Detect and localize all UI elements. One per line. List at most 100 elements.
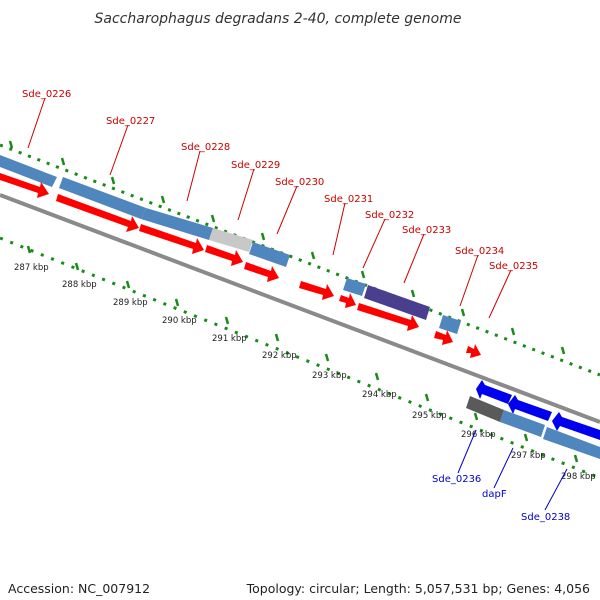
inner-major-tick [573,454,579,463]
label-leader-line [488,269,512,319]
label-leader-line [457,429,477,474]
tick-label: 287 kbp [14,263,49,273]
cds-arrow-sde0238[interactable] [552,412,600,440]
topology-text: Topology: circular; Length: 5,057,531 bp… [246,581,590,596]
gene-block-bottom-sde0236[interactable] [466,396,504,422]
tick-label: 291 kbp [212,334,247,344]
inner-major-tick [424,393,430,402]
gene-label[interactable]: Sde_0227 [106,116,155,127]
reverse-cds-track [476,380,600,440]
inner-major-tick [374,372,380,381]
cds-arrow-sde0236[interactable] [476,380,512,404]
inner-major-tick [74,262,80,271]
label-leader-line [459,254,479,307]
cds-arrow-sde0227[interactable] [56,194,139,232]
cds-arrow-sde0226[interactable] [0,173,49,198]
label-leader-line [332,202,346,256]
cds-arrow-dapf[interactable] [508,395,552,421]
label-leader-line [27,97,46,149]
label-leader-line [493,447,514,489]
tick-label: 292 kbp [262,351,297,361]
outer-major-tick [360,270,366,279]
inner-major-tick [274,333,280,342]
gene-label[interactable]: Sde_0230 [275,177,324,188]
forward-cds-track [0,173,481,358]
gene-label[interactable]: Sde_0232 [365,210,414,221]
cds-arrow-sde0234[interactable] [434,330,453,345]
tick-label: 294 kbp [362,390,397,400]
outer-major-tick [210,214,216,223]
cds-arrow-sde0228[interactable] [139,224,204,254]
cds-arrow-sde0232[interactable] [339,293,356,308]
gene-label[interactable]: Sde_0233 [402,225,451,236]
top-gene-band [0,155,461,334]
outer-major-tick [460,308,466,317]
label-leader-line [362,218,386,269]
tick-label: 295 kbp [412,411,447,421]
inner-major-tick [224,316,230,325]
inner-major-tick [125,280,131,289]
outer-major-tick [310,251,316,260]
outer-major-tick [8,140,14,149]
inner-major-tick [523,433,529,442]
outer-major-tick [160,195,166,204]
gene-block-bottom-dapf[interactable] [500,410,545,437]
gene-label[interactable]: Sde_0228 [181,142,230,153]
map-title: Saccharophagus degradans 2-40, complete … [95,11,462,27]
outer-major-tick [410,289,416,298]
outer-major-tick [510,327,516,336]
outer-major-tick [260,232,266,241]
outer-major-tick [560,346,566,355]
label-leader-line [237,168,255,221]
bottom-gene-band [466,396,600,459]
gene-label[interactable]: dapF [482,489,507,500]
tick-label: 289 kbp [113,298,148,308]
inner-dotted-track [0,236,600,480]
tick-label: 296 kbp [461,430,496,440]
tick-label: 293 kbp [312,371,347,381]
gene-label[interactable]: Sde_0229 [231,160,280,171]
outer-major-tick [110,176,116,185]
gene-label[interactable]: Sde_0236 [432,474,481,485]
gene-block-sde0232[interactable] [364,285,430,320]
accession-text: Accession: NC_007912 [8,581,151,596]
gene-label[interactable]: Sde_0226 [22,89,71,100]
label-leader-line [186,150,201,202]
gene-block-sde0231[interactable] [343,278,366,296]
inner-major-tick [324,353,330,362]
genome-backbone [0,193,600,424]
gene-label[interactable]: Sde_0231 [324,194,373,205]
outer-dotted-track [0,143,600,377]
gene-label[interactable]: Sde_0234 [455,246,504,257]
gene-label[interactable]: Sde_0235 [489,261,538,272]
label-leader-line [276,185,298,235]
outer-major-tick [60,157,66,166]
gene-block-sde0229[interactable] [209,228,253,252]
gene-block-bottom-sde0238[interactable] [543,427,600,459]
tick-label: 297 kbp [511,451,546,461]
gene-label[interactable]: Sde_0238 [521,512,570,523]
tick-label: 288 kbp [62,280,97,290]
inner-major-tick [26,245,32,254]
cds-arrow-sde0231[interactable] [299,281,334,300]
cds-arrow-sde0230[interactable] [244,262,279,282]
tick-label: 290 kbp [162,316,197,326]
label-leader-line [403,233,425,284]
scale-ticks: 287 kbp 288 kbp 289 kbp 290 kbp 291 kbp 292 k… [8,140,596,482]
tick-label: 298 kbp [561,472,596,482]
label-leader-line [109,124,129,176]
gene-block-sde0228[interactable] [141,208,213,240]
gene-block-sde0230[interactable] [249,242,290,267]
label-leader-line [544,468,568,511]
gene-block-sde0227[interactable] [59,177,146,219]
cds-arrow-sde0233[interactable] [357,303,419,331]
cds-arrow-sde0235[interactable] [466,344,481,358]
gene-block-sde0233[interactable] [439,315,461,334]
inner-major-tick [473,412,479,421]
cds-arrow-sde0229[interactable] [205,245,243,266]
gene-block-sde0226[interactable] [0,155,57,187]
